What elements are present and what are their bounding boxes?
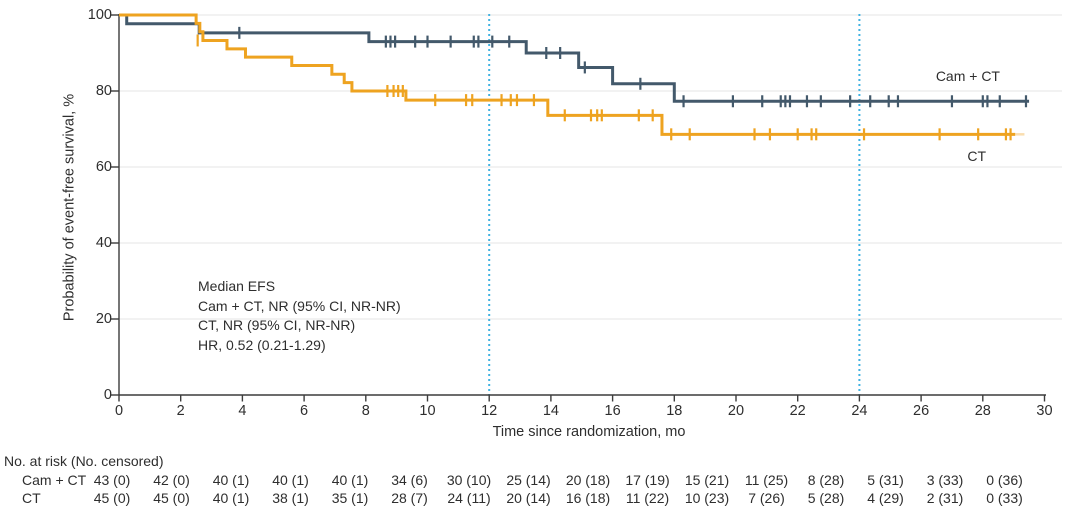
risk-value-ct: 20 (14): [506, 490, 551, 506]
risk-value-cam-ct: 8 (28): [807, 472, 845, 488]
risk-row-label-ct: CT: [22, 490, 41, 506]
annotation-line-cam-ct: Cam + CT, NR (95% CI, NR-NR): [198, 297, 401, 314]
y-tick-label: 40: [95, 234, 112, 251]
risk-row-label-cam-ct: Cam + CT: [22, 472, 87, 488]
annotation-line-hr: HR, 0.52 (0.21-1.29): [198, 336, 326, 353]
risk-value-cam-ct: 42 (0): [153, 472, 190, 488]
risk-value-cam-ct: 34 (6): [391, 472, 428, 488]
risk-value-ct: 28 (7): [391, 490, 428, 506]
x-tick-label: 22: [789, 403, 806, 419]
risk-value-ct: 0 (33): [986, 490, 1023, 506]
y-tick-label: 20: [95, 310, 112, 327]
risk-value-ct: 35 (1): [331, 490, 369, 506]
risk-value-ct: 7 (26): [748, 490, 785, 506]
x-tick-label: 26: [913, 403, 930, 419]
risk-value-cam-ct: 15 (21): [684, 472, 730, 488]
annotation-line-ct: CT, NR (95% CI, NR-NR): [198, 317, 356, 333]
km-curve-ct: [119, 13, 1016, 136]
series-label-ct: CT: [967, 148, 986, 164]
x-tick-label: 8: [361, 403, 370, 419]
risk-value-cam-ct: 11 (25): [744, 472, 789, 488]
risk-value-cam-ct: 43 (0): [93, 472, 131, 488]
risk-value-ct: 40 (1): [212, 490, 250, 506]
risk-table-header: No. at risk (No. censored): [4, 453, 164, 469]
risk-value-cam-ct: 40 (1): [212, 472, 250, 488]
x-tick-label: 10: [419, 403, 436, 419]
x-tick-label: 12: [481, 403, 498, 419]
x-tick-label: 30: [1036, 403, 1053, 419]
risk-value-cam-ct: 0 (36): [986, 472, 1023, 488]
x-tick-label: 18: [666, 403, 683, 419]
risk-value-cam-ct: 5 (31): [867, 472, 904, 488]
annotation-line-median: Median EFS: [198, 278, 276, 294]
y-tick-label: 60: [95, 158, 112, 175]
y-tick-label: 80: [95, 82, 112, 99]
risk-value-cam-ct: 40 (1): [331, 472, 369, 488]
risk-value-ct: 38 (1): [272, 490, 309, 506]
risk-value-cam-ct: 25 (14): [506, 472, 551, 488]
x-tick-label: 6: [300, 403, 309, 419]
risk-value-cam-ct: 17 (19): [625, 472, 670, 488]
risk-value-ct: 4 (29): [867, 490, 904, 506]
x-axis-title: Time since randomization, mo: [492, 424, 686, 440]
x-tick-label: 14: [542, 403, 559, 419]
risk-value-cam-ct: 30 (10): [446, 472, 492, 488]
x-tick-label: 20: [727, 403, 745, 419]
x-tick-label: 0: [114, 403, 124, 419]
risk-value-ct: 2 (31): [926, 490, 964, 506]
risk-value-cam-ct: 20 (18): [565, 472, 611, 488]
x-tick-label: 24: [851, 403, 868, 419]
y-tick-label: 0: [103, 386, 112, 403]
risk-value-ct: 45 (0): [93, 490, 131, 506]
risk-value-ct: 5 (28): [807, 490, 845, 506]
x-tick-label: 28: [974, 403, 991, 419]
risk-value-cam-ct: 40 (1): [272, 472, 309, 488]
series-label-cam-ct: Cam + CT: [935, 68, 1000, 84]
risk-value-ct: 10 (23): [684, 490, 730, 506]
median-efs-annotation: Median EFS Cam + CT, NR (95% CI, NR-NR) …: [198, 277, 401, 355]
risk-value-cam-ct: 3 (33): [926, 472, 964, 488]
x-tick-label: 4: [238, 403, 247, 419]
risk-value-ct: 11 (22): [625, 490, 670, 506]
x-tick-label: 2: [176, 403, 185, 419]
risk-value-ct: 45 (0): [153, 490, 190, 506]
risk-value-ct: 24 (11): [447, 490, 491, 506]
risk-value-ct: 16 (18): [565, 490, 611, 506]
x-tick-label: 16: [604, 403, 621, 419]
y-tick-label: 100: [87, 6, 112, 23]
km-curve-cam-ct: [119, 13, 1030, 103]
